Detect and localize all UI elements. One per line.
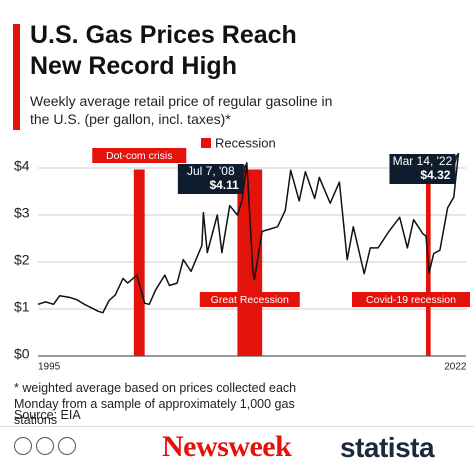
- recession-label-box: [199, 292, 300, 307]
- legend-label: Recession: [215, 135, 276, 150]
- title-accent: [13, 24, 20, 130]
- source: Source: EIA: [14, 408, 81, 422]
- legend-swatch: [201, 138, 211, 148]
- x-tick-label: 1995: [38, 362, 61, 373]
- chart-subtitle: Weekly average retail price of regular g…: [30, 93, 333, 127]
- annotation-value: $4.11: [209, 178, 239, 192]
- y-tick-label: $0: [14, 346, 30, 362]
- chart-title: U.S. Gas Prices Reach New Record High: [30, 21, 297, 80]
- annotation-box: [389, 154, 456, 184]
- recession-label: Dot-com crisis: [106, 150, 173, 162]
- statista-logo: statista: [340, 432, 435, 463]
- separator: [0, 426, 474, 427]
- footnote: * weighted average based on prices colle…: [14, 381, 297, 427]
- recession-label-box: [352, 292, 470, 307]
- annotation-pointer: [243, 162, 247, 174]
- y-tick-label: $2: [14, 252, 30, 268]
- y-tick-label: $3: [14, 205, 30, 221]
- recession-label: Great Recession: [211, 294, 289, 306]
- annotation-box: [177, 164, 244, 194]
- newsweek-logo: Newsweek: [162, 430, 292, 463]
- by-icon: [36, 437, 54, 455]
- y-tick-label: $4: [14, 158, 30, 174]
- price-line: [37, 152, 460, 314]
- recession-band: [237, 169, 263, 356]
- annotation-value: $4.32: [420, 168, 450, 182]
- y-tick-label: $1: [14, 299, 30, 315]
- nd-icon: [58, 437, 76, 455]
- recession-label: Covid-19 recession: [366, 294, 456, 306]
- annotation-pointer: [455, 152, 459, 164]
- recession-label-box: [92, 148, 187, 163]
- x-tick-label: 2022: [444, 362, 467, 373]
- recession-band: [133, 169, 145, 356]
- annotation-date: Jul 7, '08: [187, 164, 235, 178]
- annotation-date: Mar 14, '22: [393, 154, 453, 168]
- cc-icon: [14, 437, 32, 455]
